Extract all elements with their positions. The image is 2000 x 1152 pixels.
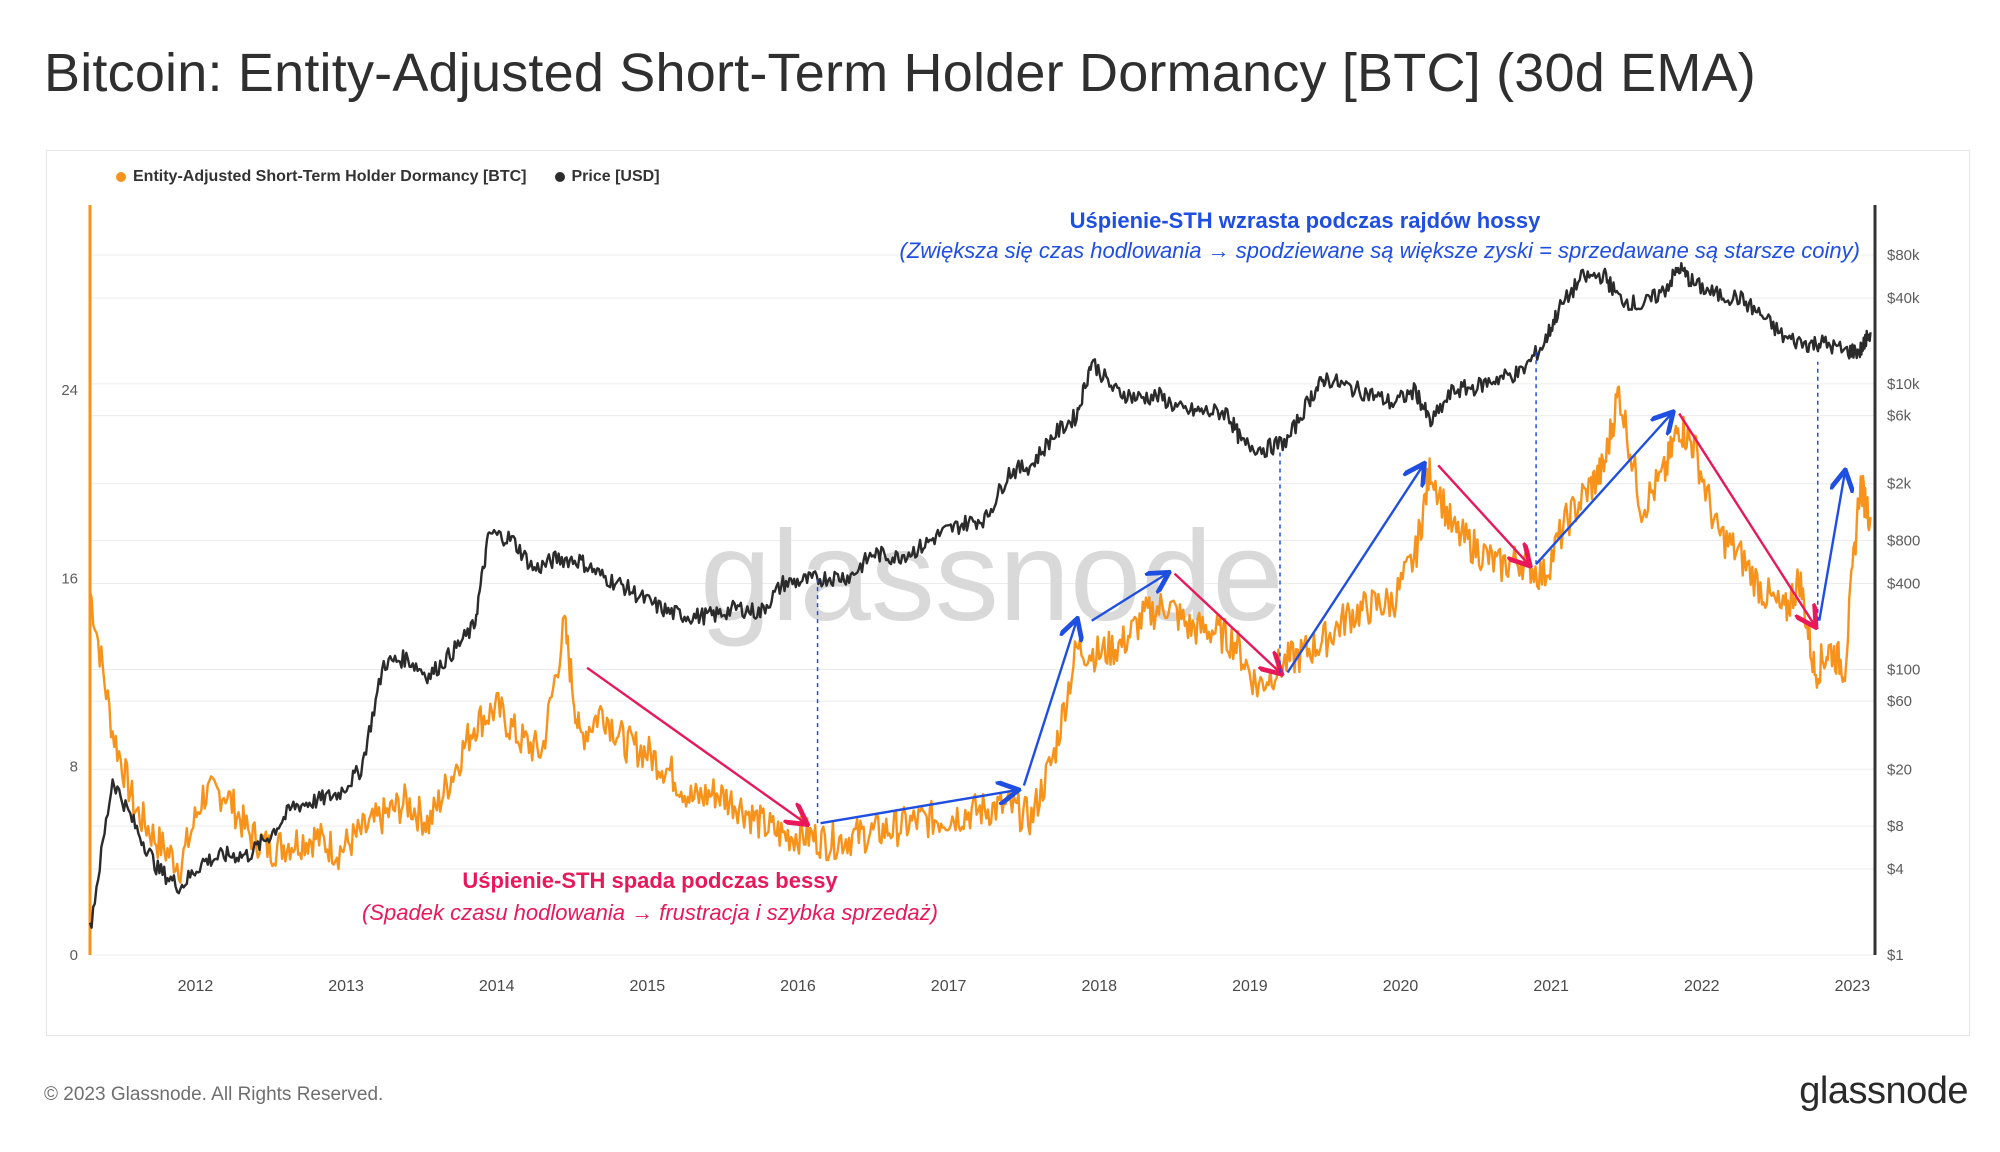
legend-item-dormancy[interactable]: Entity-Adjusted Short-Term Holder Dorman… (116, 168, 527, 186)
right-tick-6: $400 (1887, 576, 1920, 593)
x-tick-2023: 2023 (1835, 978, 1871, 995)
bull-arrow-5 (1535, 414, 1672, 566)
right-tick-9: $6k (1887, 408, 1912, 425)
series-lines (88, 262, 1872, 929)
x-tick-2017: 2017 (931, 978, 967, 995)
bear-arrow-2 (1173, 572, 1280, 673)
x-tick-2013: 2013 (328, 978, 364, 995)
x-tick-2018: 2018 (1081, 978, 1117, 995)
bull-arrow-6 (1818, 472, 1845, 621)
left-tick-24: 24 (61, 382, 78, 399)
x-tick-2021: 2021 (1533, 978, 1569, 995)
right-tick-11: $40k (1887, 290, 1920, 307)
left-tick-8: 8 (70, 759, 78, 776)
bull-annotation-subtitle: (Zwiększa się czas hodlowania → spodziew… (900, 238, 1860, 263)
x-tick-2012: 2012 (178, 978, 214, 995)
annotations: Uśpienie-STH wzrasta podczas rajdów hoss… (362, 208, 1860, 925)
bull-arrow-1 (820, 790, 1017, 825)
right-tick-2: $8 (1887, 818, 1904, 835)
right-tick-7: $800 (1887, 533, 1920, 550)
page-title: Bitcoin: Entity-Adjusted Short-Term Hold… (44, 43, 1756, 103)
footer-copyright: © 2023 Glassnode. All Rights Reserved. (44, 1084, 384, 1105)
bull-annotation-title: Uśpienie-STH wzrasta podczas rajdów hoss… (1070, 208, 1541, 233)
bear-arrow-4 (1678, 412, 1815, 626)
axes: 0 8 16 24 $1 $4 $8 $20 $60 $100 $400 $800 $2k $6k $10k… (61, 205, 1920, 995)
legend-label-price: Price [USD] (571, 168, 660, 185)
right-tick-10: $10k (1887, 376, 1920, 393)
bull-arrow-2 (1022, 621, 1077, 786)
right-tick-4: $60 (1887, 693, 1912, 710)
x-tick-2019: 2019 (1232, 978, 1268, 995)
x-tick-2016: 2016 (780, 978, 816, 995)
right-tick-8: $2k (1887, 476, 1912, 493)
x-tick-2015: 2015 (630, 978, 666, 995)
bear-arrow-3 (1437, 464, 1528, 564)
left-tick-0: 0 (70, 947, 78, 964)
right-tick-3: $20 (1887, 761, 1912, 778)
x-tick-2014: 2014 (479, 978, 515, 995)
bear-arrow-1 (586, 666, 805, 823)
bear-annotation-title: Uśpienie-STH spada podczas bessy (462, 868, 838, 893)
bear-annotation-subtitle: (Spadek czasu hodlowania → frustracja i … (362, 900, 938, 925)
left-tick-16: 16 (61, 570, 78, 587)
x-tick-2020: 2020 (1383, 978, 1419, 995)
legend-label-dormancy: Entity-Adjusted Short-Term Holder Dorman… (133, 168, 527, 185)
x-tick-2022: 2022 (1684, 978, 1720, 995)
right-tick-5: $100 (1887, 661, 1920, 678)
right-tick-0: $1 (1887, 947, 1904, 964)
right-tick-12: $80k (1887, 247, 1920, 264)
annotation-arrows (586, 347, 1845, 825)
right-tick-1: $4 (1887, 861, 1904, 878)
legend-item-price[interactable]: Price [USD] (554, 168, 660, 186)
bull-arrow-4 (1286, 465, 1424, 674)
price-series-line (88, 262, 1872, 929)
dormancy-series-line (88, 385, 1872, 884)
legend-dot-dormancy (116, 172, 126, 182)
bull-arrow-3 (1091, 574, 1167, 622)
footer-brand-logo: glassnode (1799, 1070, 1968, 1112)
legend-dot-price (554, 172, 565, 182)
chart-legend: Entity-Adjusted Short-Term Holder Dorman… (116, 168, 660, 186)
